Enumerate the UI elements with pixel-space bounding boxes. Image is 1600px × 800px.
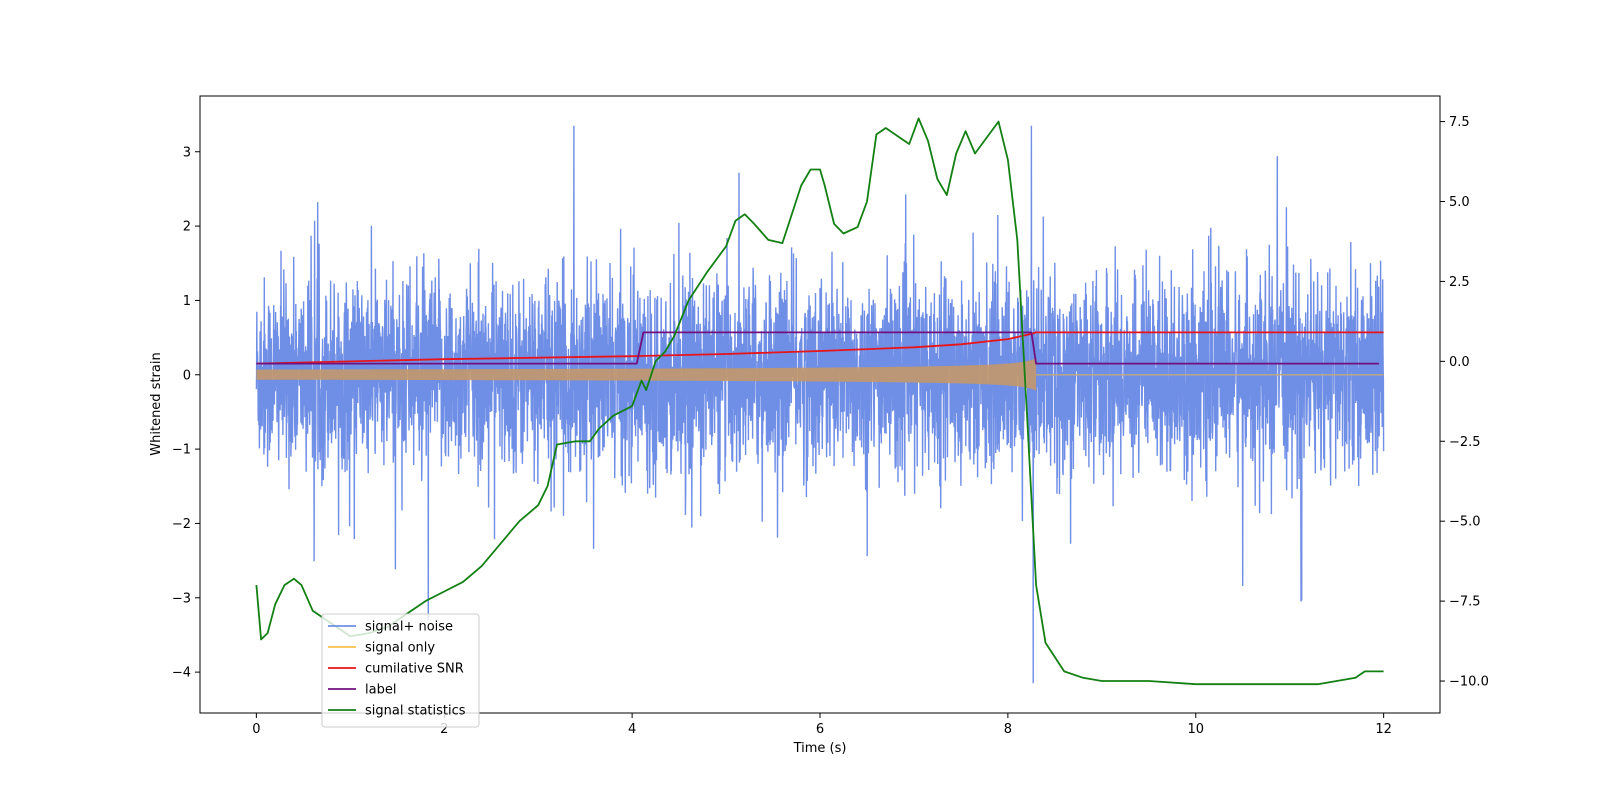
y2-tick-label: 2.5 — [1449, 275, 1470, 290]
y-axis-title: Whitened strain — [149, 352, 164, 455]
y2-tick-label: −7.5 — [1449, 595, 1481, 610]
y2-tick-label: −10.0 — [1449, 675, 1489, 690]
y-tick-label: −4 — [172, 666, 191, 681]
y2-tick-label: 5.0 — [1449, 195, 1470, 210]
legend-item: cumilative SNR — [328, 662, 464, 677]
y-tick-label: 3 — [183, 145, 191, 160]
series-signal-statistics — [255, 117, 1384, 686]
series-signal-plus-noise — [255, 125, 1385, 684]
y-tick-label: −2 — [172, 517, 191, 532]
x-tick-label: 4 — [628, 722, 636, 737]
y-tick-label: −3 — [172, 591, 191, 606]
legend-label: signal only — [365, 641, 435, 656]
x-tick-label: 12 — [1375, 722, 1392, 737]
y-axis-right: −10.0 −7.5 −5.0 −2.5 0.0 2.5 5.0 7.5 — [1440, 115, 1489, 690]
legend-box — [321, 613, 480, 728]
x-axis: 0 2 4 6 8 10 12 — [252, 713, 1392, 737]
legend-label: cumilative SNR — [365, 662, 464, 677]
x-axis-title: Time (s) — [793, 741, 847, 756]
y2-tick-label: 7.5 — [1449, 115, 1470, 130]
y2-tick-label: 0.0 — [1449, 355, 1470, 370]
x-tick-label: 6 — [816, 722, 824, 737]
plot-area — [255, 117, 1385, 686]
legend-item: signal only — [328, 641, 435, 656]
y2-tick-label: −2.5 — [1449, 435, 1481, 450]
series-signal-only-envelope — [256, 358, 1037, 391]
x-tick-label: 2 — [440, 722, 448, 737]
series-label — [256, 331, 1379, 365]
x-tick-label: 10 — [1187, 722, 1204, 737]
legend-item: signal+ noise — [328, 620, 453, 635]
y-axis-left: −4 −3 −2 −1 0 1 2 3 — [172, 145, 200, 681]
y-tick-label: 0 — [183, 368, 191, 383]
y2-tick-label: −5.0 — [1449, 515, 1481, 530]
y-tick-label: 1 — [183, 294, 191, 309]
legend-label: signal+ noise — [365, 620, 453, 635]
legend-item: label — [328, 683, 396, 698]
legend-label: label — [365, 683, 396, 698]
legend-label: signal statistics — [365, 704, 466, 719]
legend: signal+ noise signal only cumilative SNR la… — [321, 613, 480, 728]
y-tick-label: 2 — [183, 220, 191, 235]
legend-item: signal statistics — [328, 704, 466, 719]
x-tick-label: 0 — [252, 722, 260, 737]
x-tick-label: 8 — [1004, 722, 1012, 737]
y-tick-label: −1 — [172, 443, 191, 458]
